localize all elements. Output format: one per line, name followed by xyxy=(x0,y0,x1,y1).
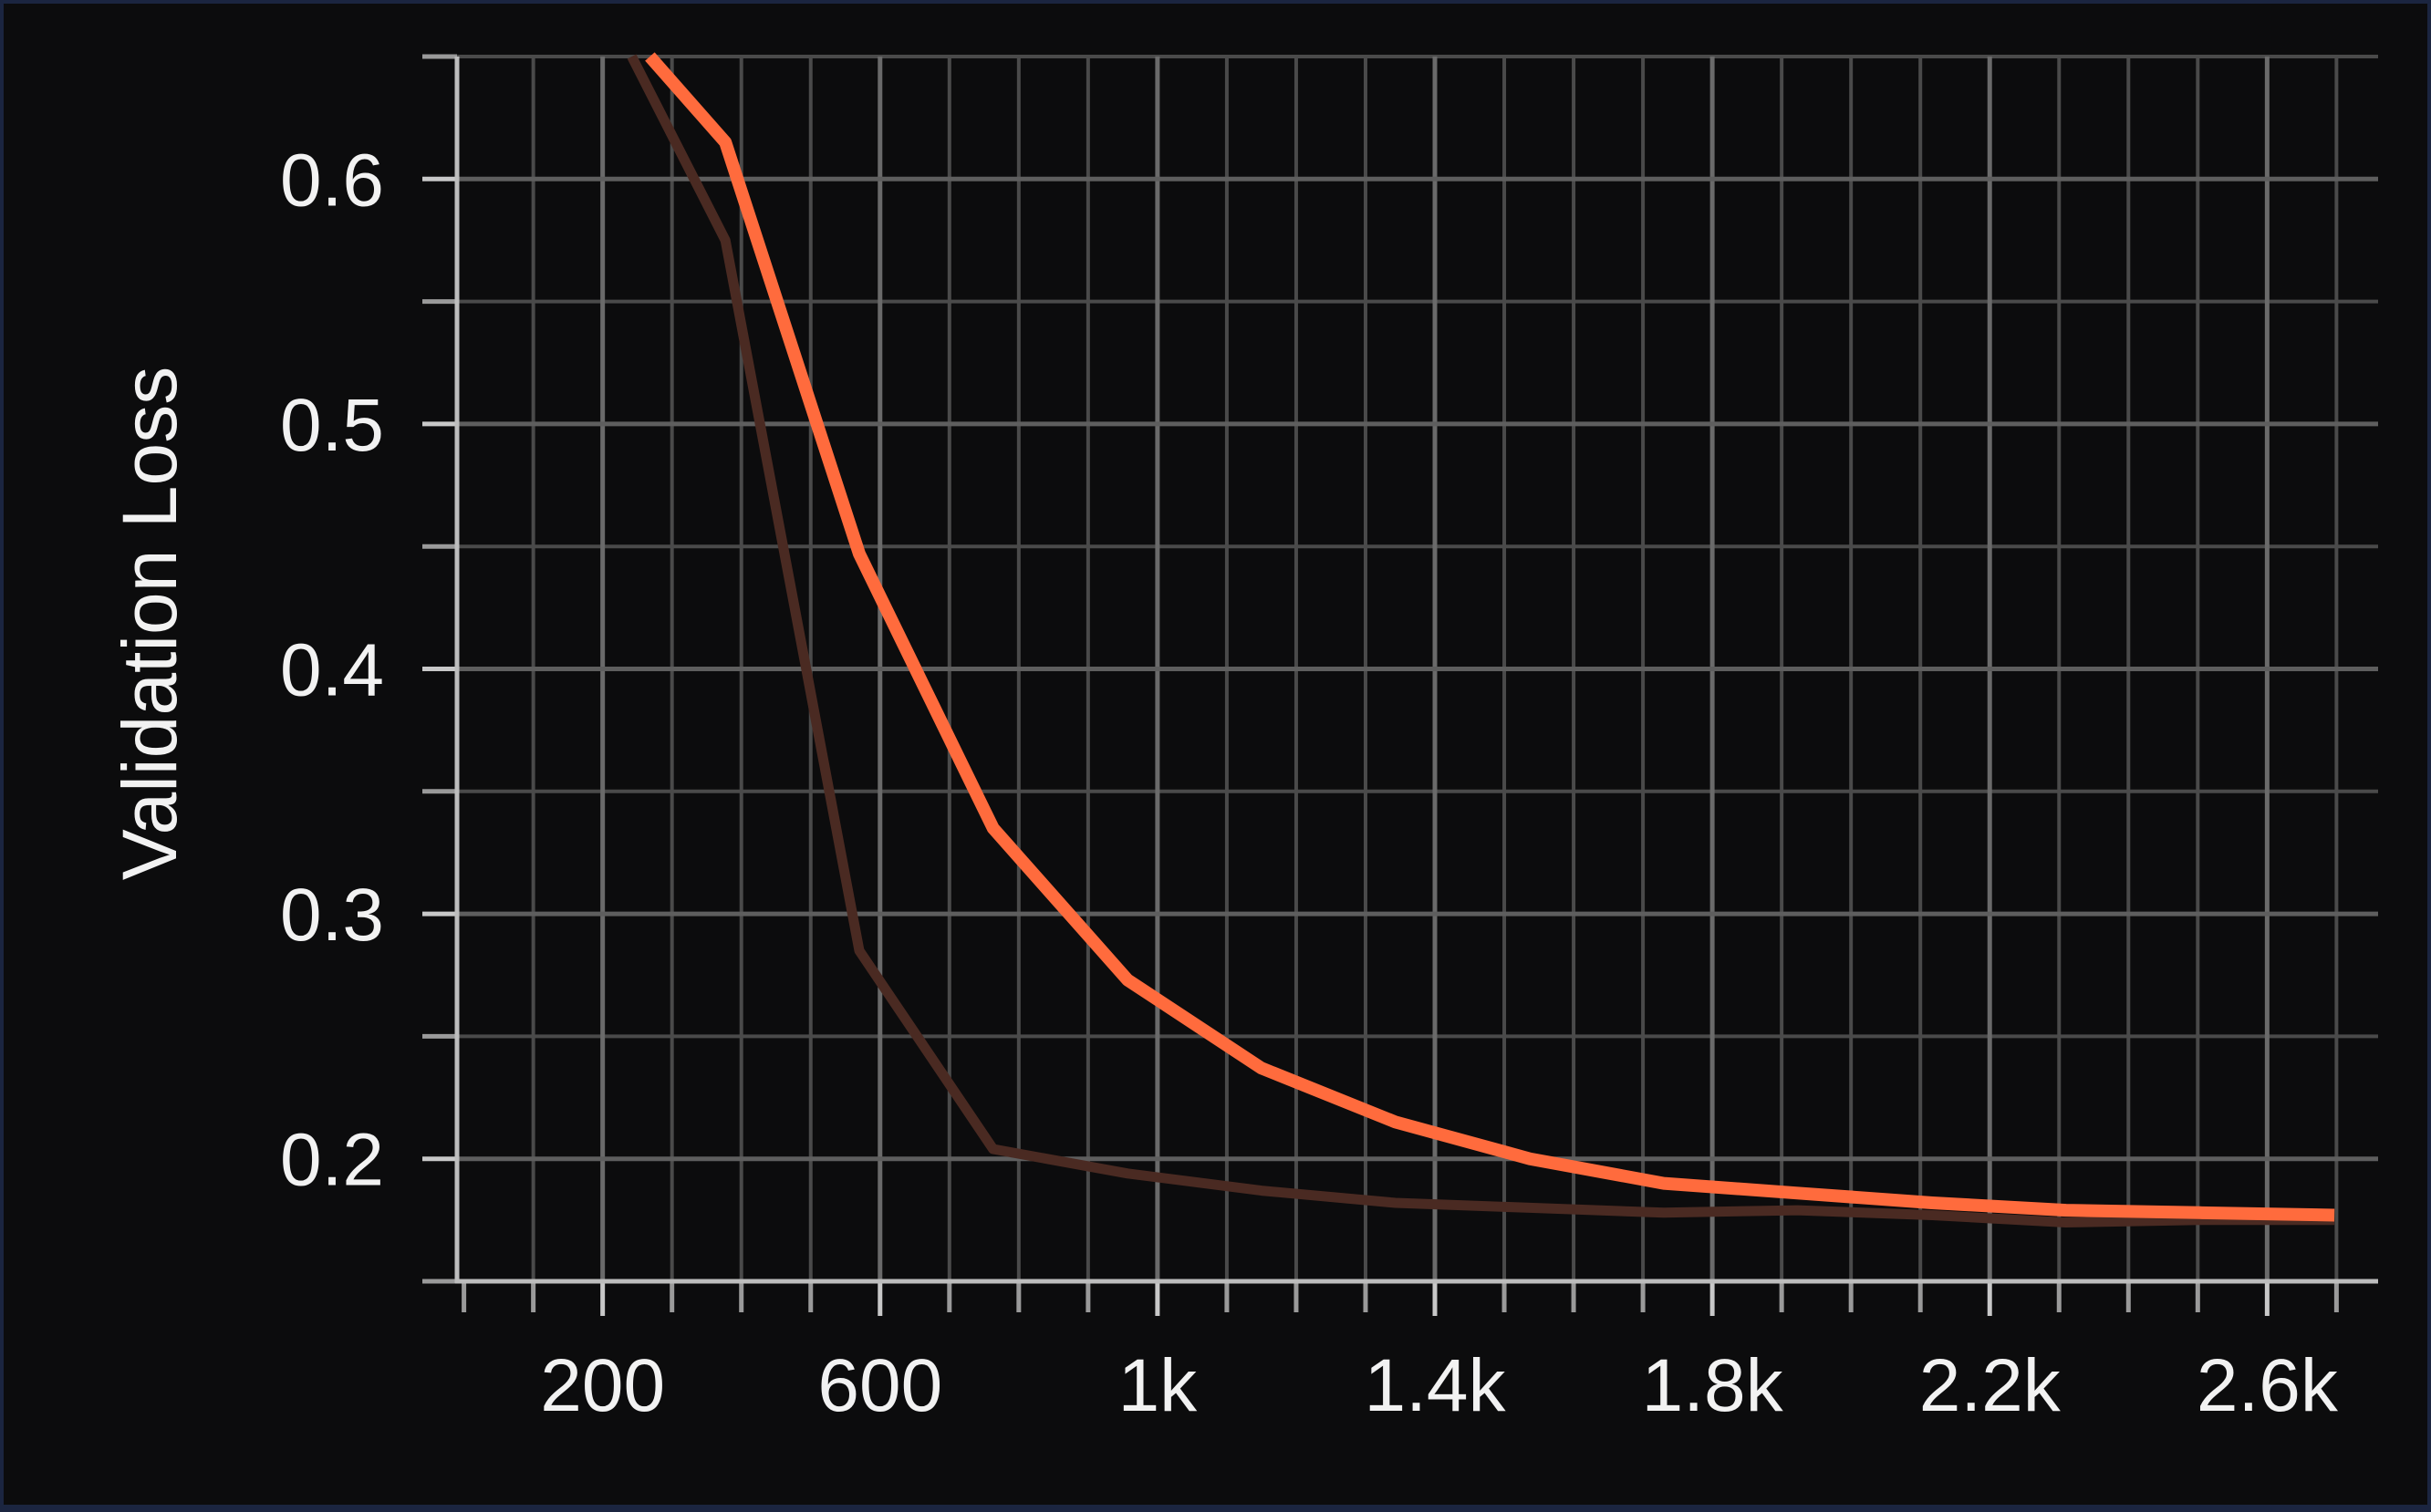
series-line-raw xyxy=(627,54,2335,1227)
y-tick-label: 0.6 xyxy=(280,139,384,222)
x-tick-label: 1.4k xyxy=(1365,1344,1507,1427)
y-tick-label: 0.3 xyxy=(280,874,384,957)
axes xyxy=(422,54,2378,1316)
x-tick-label: 1.8k xyxy=(1642,1344,1784,1427)
x-tick-label: 1k xyxy=(1118,1344,1199,1427)
y-tick-label: 0.5 xyxy=(280,384,384,467)
chart-svg: 0.2 0.3 0.4 0.5 0.6 200 600 1k 1.4k 1.8k 2.2k 2.6k… xyxy=(107,52,2378,1427)
y-tick-label: 0.2 xyxy=(280,1119,384,1202)
y-tick-label: 0.4 xyxy=(280,629,384,712)
series-layer xyxy=(627,52,2335,1227)
y-axis-title: Validation Loss xyxy=(107,367,192,880)
x-tick-label: 200 xyxy=(540,1344,665,1427)
major-gridlines xyxy=(457,57,2378,1281)
y-tick-labels: 0.2 0.3 0.4 0.5 0.6 xyxy=(280,139,384,1201)
series-line-smoothed xyxy=(645,52,2335,1222)
x-tick-label: 2.6k xyxy=(2197,1344,2339,1427)
x-tick-label: 2.2k xyxy=(1919,1344,2062,1427)
x-tick-label: 600 xyxy=(817,1344,942,1427)
x-tick-labels: 200 600 1k 1.4k 1.8k 2.2k 2.6k xyxy=(540,1344,2339,1427)
